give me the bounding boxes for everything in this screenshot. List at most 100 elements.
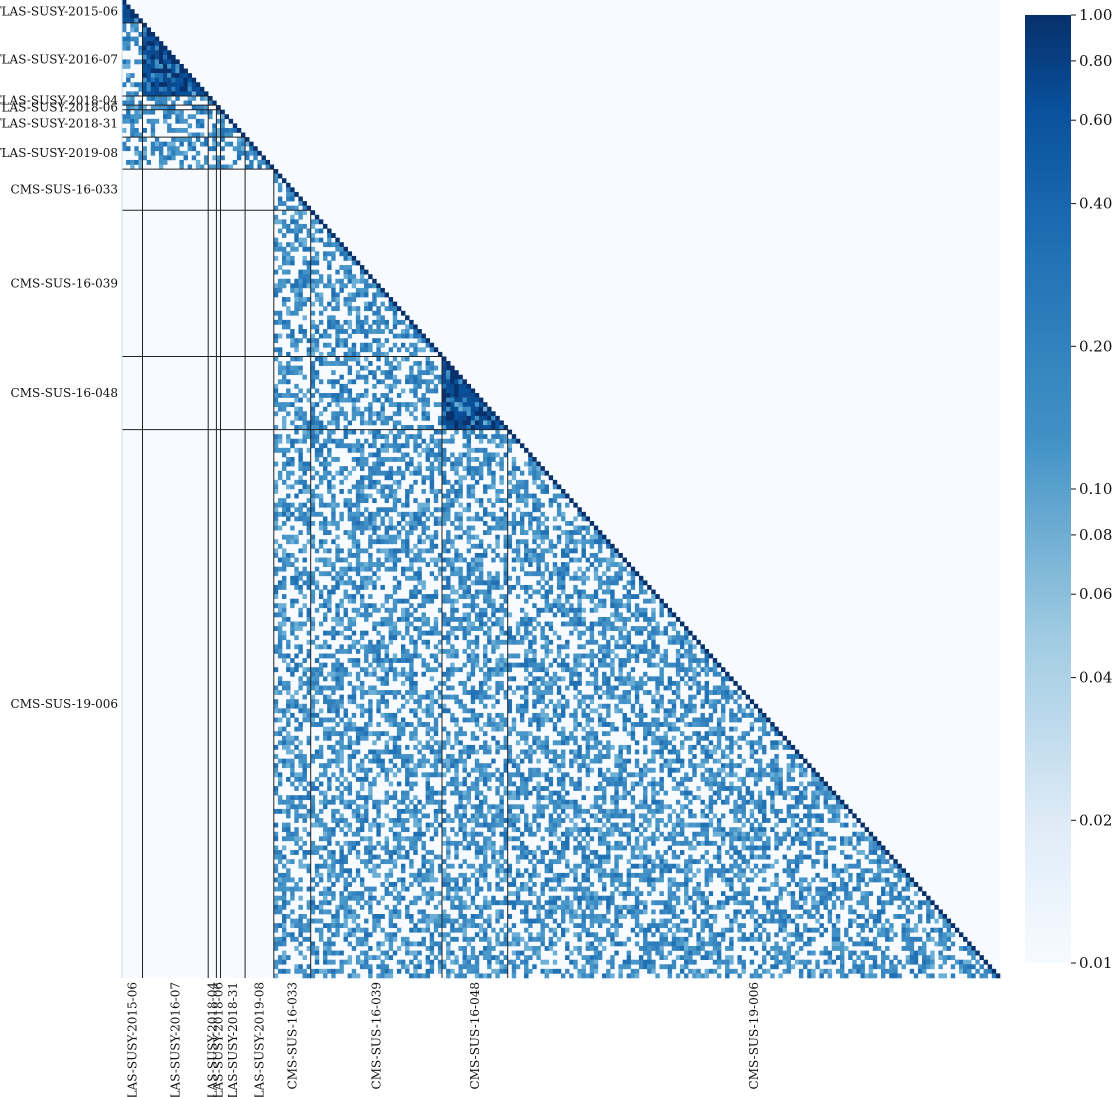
heatmap-cell [294,283,299,289]
heatmap-cell [282,283,287,289]
heatmap-cell [597,712,603,718]
heatmap-cell [310,694,316,700]
heatmap-cell [466,429,472,435]
heatmap-cell [364,333,369,339]
heatmap-cell [602,603,607,609]
heatmap-cell [388,402,394,408]
heatmap-cell [294,539,299,545]
heatmap-cell [606,690,611,695]
heatmap-cell [643,726,648,732]
heatmap-cell [466,717,472,723]
heatmap-cell [487,530,492,535]
heatmap-cell [618,630,623,636]
heatmap-cell [392,717,398,723]
heatmap-cell [487,470,492,476]
heatmap-cell [458,493,463,499]
heatmap-cell [183,82,188,88]
heatmap-cell [692,754,697,759]
heatmap-cell [474,402,480,408]
heatmap-cell [442,621,447,627]
heatmap-cell [294,237,299,243]
heatmap-cell [277,470,283,476]
heatmap-cell [212,132,217,138]
heatmap-cell [138,100,143,106]
heatmap-cell [405,658,410,663]
heatmap-cell [524,552,529,558]
heatmap-cell [257,164,262,170]
heatmap-cell [392,356,398,362]
heatmap-cell [298,548,303,554]
heatmap-cell [659,749,664,755]
heatmap-cell [335,329,340,334]
heatmap-cell [651,594,656,599]
heatmap-cell [310,685,316,691]
heatmap-cell [376,749,381,755]
heatmap-cell [602,717,607,723]
heatmap-cell [175,68,180,74]
heatmap-cell [716,722,722,727]
heatmap-cell [347,393,353,398]
heatmap-cell [602,676,607,682]
heatmap-cell [499,443,504,449]
heatmap-cell [327,479,332,485]
heatmap-cell [466,457,472,462]
heatmap-cell [355,287,361,293]
heatmap-cell [425,388,431,394]
heatmap-cell [355,397,361,403]
heatmap-cell [310,365,316,371]
heatmap-cell [216,127,221,133]
heatmap-cell [708,767,714,773]
heatmap-cell [725,671,730,677]
heatmap-cell [396,457,402,462]
heatmap-cell [343,415,348,421]
heatmap-cell [405,758,410,764]
heatmap-cell [355,411,361,417]
heatmap-cell [704,658,709,663]
heatmap-cell [392,443,398,449]
heatmap-cell [323,530,328,535]
heatmap-cell [355,557,361,563]
heatmap-cell [474,543,480,549]
heatmap-cell [515,653,521,659]
heatmap-cell [462,708,467,714]
heatmap-cell [417,571,422,577]
heatmap-cell [232,127,238,133]
heatmap-cell [335,342,340,348]
heatmap-cell [351,699,357,705]
heatmap-cell [327,726,332,732]
heatmap-cell [384,676,389,682]
heatmap-cell [384,370,389,376]
heatmap-cell [331,667,336,673]
heatmap-cell [442,457,447,462]
heatmap-cell [696,722,701,727]
heatmap-cell [405,548,410,554]
heatmap-cell [614,676,619,682]
heatmap-cell [589,758,595,764]
heatmap-cell [372,461,377,467]
heatmap-cell [507,589,513,595]
heatmap-cell [528,662,533,668]
heatmap-cell [503,594,508,599]
heatmap-cell [565,571,570,577]
heatmap-cell [446,511,451,517]
heatmap-cell [331,383,336,389]
heatmap-cell [400,758,406,764]
heatmap-cell [569,735,574,741]
heatmap-cell [306,429,312,435]
heatmap-cell [556,712,562,718]
heatmap-cell [290,443,295,449]
heatmap-cell [282,301,287,307]
heatmap-cell [491,694,496,700]
heatmap-cell [741,758,746,764]
heatmap-cell [351,639,357,645]
heatmap-cell [396,520,402,526]
heatmap-cell [392,402,398,408]
heatmap-cell [384,420,389,426]
heatmap-cell [364,457,369,462]
heatmap-cell [294,667,299,673]
heatmap-cell [392,365,398,371]
heatmap-cell [290,333,295,339]
heatmap-cell [737,754,742,759]
heatmap-cell [130,105,135,110]
heatmap-cell [442,507,447,513]
